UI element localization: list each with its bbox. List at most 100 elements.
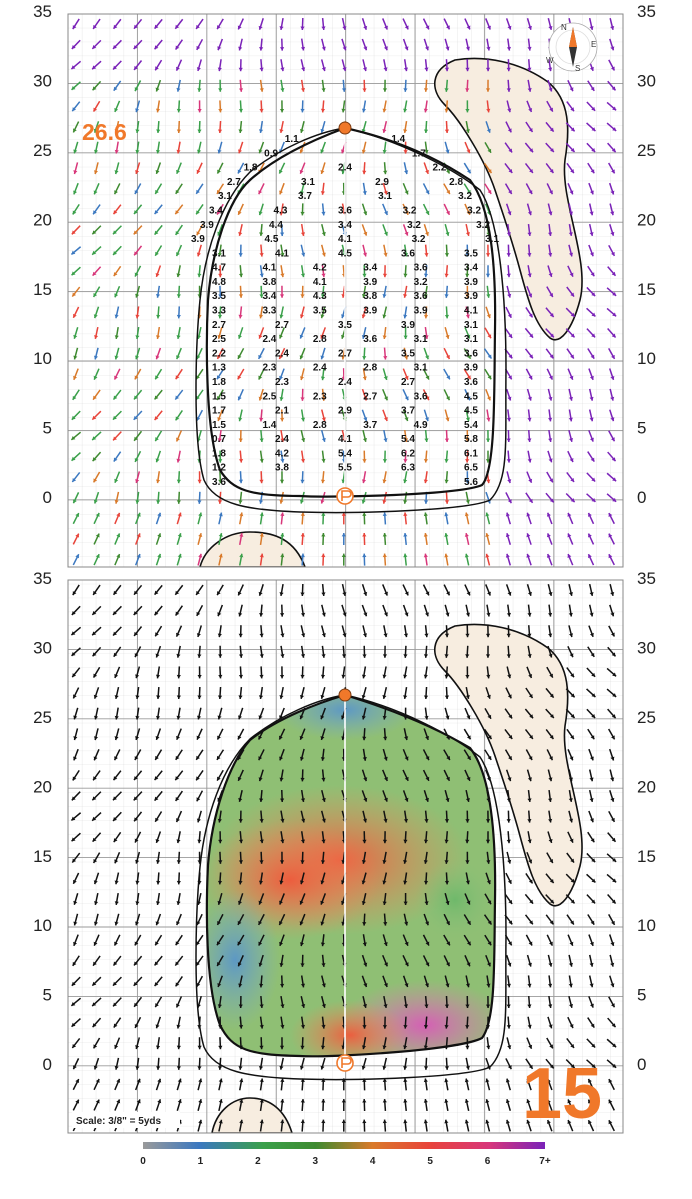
slope-arrow bbox=[422, 368, 430, 380]
slope-arrow bbox=[299, 748, 305, 761]
slope-arrow bbox=[238, 1016, 244, 1029]
slope-arrow bbox=[526, 285, 533, 298]
slope-arrow bbox=[524, 348, 534, 359]
slope-arrow bbox=[486, 666, 491, 679]
slope-arrow bbox=[114, 162, 120, 175]
slope-arrow bbox=[545, 328, 555, 338]
slope-arrow bbox=[525, 687, 534, 699]
slope-arrow bbox=[361, 1037, 367, 1050]
slope-arrow bbox=[280, 409, 285, 422]
slope-arrow bbox=[586, 667, 596, 678]
slope-arrow bbox=[586, 286, 596, 297]
slope-arrow bbox=[92, 646, 102, 657]
slope-arrow bbox=[197, 265, 202, 278]
slope-arrow bbox=[321, 265, 326, 278]
slope-value: 3.5 bbox=[401, 348, 415, 359]
slope-value: 4.1 bbox=[338, 234, 352, 245]
slope-arrow bbox=[423, 471, 428, 484]
slope-arrow bbox=[361, 141, 367, 154]
slope-arrow bbox=[505, 584, 512, 596]
slope-arrow bbox=[238, 265, 244, 278]
slope-arrow bbox=[70, 997, 82, 1007]
slope-arrow bbox=[217, 327, 223, 339]
slope-value: 3.6 bbox=[401, 248, 415, 259]
slope-arrow bbox=[504, 708, 513, 719]
slope-arrow bbox=[72, 1099, 80, 1111]
slope-value: 4.9 bbox=[414, 420, 428, 431]
slope-value: 4.1 bbox=[275, 248, 289, 259]
slope-arrow bbox=[259, 666, 264, 679]
slope-arrow bbox=[216, 584, 224, 596]
y-axis-tick-label: 10 bbox=[637, 916, 656, 935]
slope-arrow bbox=[73, 141, 79, 154]
slope-value: 1.5 bbox=[212, 391, 226, 402]
slope-arrow bbox=[72, 533, 80, 545]
slope-arrow bbox=[217, 1057, 223, 1070]
slope-arrow bbox=[463, 914, 472, 926]
slope-arrow bbox=[402, 368, 409, 381]
slope-arrow bbox=[545, 1058, 555, 1069]
slope-arrow bbox=[422, 749, 430, 761]
slope-arrow bbox=[154, 389, 163, 400]
slope-arrow bbox=[608, 59, 616, 71]
slope-arrow bbox=[403, 686, 408, 700]
slope-arrow bbox=[424, 625, 429, 638]
slope-arrow bbox=[174, 224, 184, 236]
slope-arrow bbox=[525, 1058, 534, 1070]
slope-arrow bbox=[238, 285, 244, 298]
slope-arrow bbox=[566, 728, 575, 740]
slope-value: 3.5 bbox=[338, 320, 352, 331]
slope-arrow bbox=[113, 368, 121, 380]
slope-arrow bbox=[73, 748, 79, 761]
slope-arrow bbox=[608, 914, 616, 926]
slope-value: 3.8 bbox=[363, 291, 377, 302]
slope-arrow bbox=[485, 872, 491, 885]
slope-arrow bbox=[133, 225, 143, 235]
slope-arrow bbox=[382, 306, 388, 319]
slope-arrow bbox=[402, 604, 409, 617]
slope-arrow bbox=[113, 265, 122, 277]
slope-arrow bbox=[216, 389, 224, 401]
slope-value: 4.8 bbox=[212, 277, 226, 288]
slope-arrow bbox=[526, 18, 532, 30]
slope-value: 3.1 bbox=[378, 191, 392, 202]
slope-arrow bbox=[609, 388, 615, 401]
slope-arrow bbox=[176, 1016, 181, 1029]
slope-arrow bbox=[567, 368, 574, 381]
slope-arrow bbox=[526, 1099, 532, 1111]
slope-arrow bbox=[361, 1057, 367, 1070]
slope-arrow bbox=[465, 79, 470, 92]
slope-arrow bbox=[485, 450, 491, 463]
slope-arrow bbox=[403, 1098, 408, 1112]
slope-arrow bbox=[216, 934, 225, 946]
slope-arrow bbox=[485, 306, 491, 319]
slope-arrow bbox=[94, 326, 99, 340]
slope-arrow bbox=[382, 491, 388, 504]
slope-arrow bbox=[382, 666, 387, 679]
slope-arrow bbox=[197, 79, 202, 92]
slope-arrow bbox=[524, 708, 534, 719]
slope-arrow bbox=[568, 244, 574, 257]
slope-arrow bbox=[112, 997, 122, 1007]
slope-arrow bbox=[485, 584, 491, 596]
slope-arrow bbox=[71, 225, 81, 235]
slope-arrow bbox=[113, 749, 121, 761]
slope-arrow bbox=[176, 512, 182, 525]
slope-arrow bbox=[587, 451, 595, 463]
slope-arrow bbox=[608, 368, 615, 381]
slope-arrow bbox=[70, 60, 82, 70]
slope-arrow bbox=[175, 749, 183, 761]
slope-arrow bbox=[92, 1017, 102, 1028]
slope-arrow bbox=[299, 347, 306, 360]
slope-arrow bbox=[320, 687, 326, 699]
slope-arrow bbox=[238, 1078, 244, 1091]
slope-value: 2.5 bbox=[262, 391, 276, 402]
legend-tick-label: 4 bbox=[370, 1156, 376, 1167]
slope-arrow bbox=[155, 100, 161, 113]
slope-arrow bbox=[423, 728, 430, 741]
slope-value: 4.5 bbox=[464, 391, 478, 402]
slope-value: 5.4 bbox=[338, 448, 352, 459]
slope-arrow bbox=[92, 451, 102, 462]
slope-arrow bbox=[238, 512, 244, 525]
slope-arrow bbox=[504, 183, 513, 195]
